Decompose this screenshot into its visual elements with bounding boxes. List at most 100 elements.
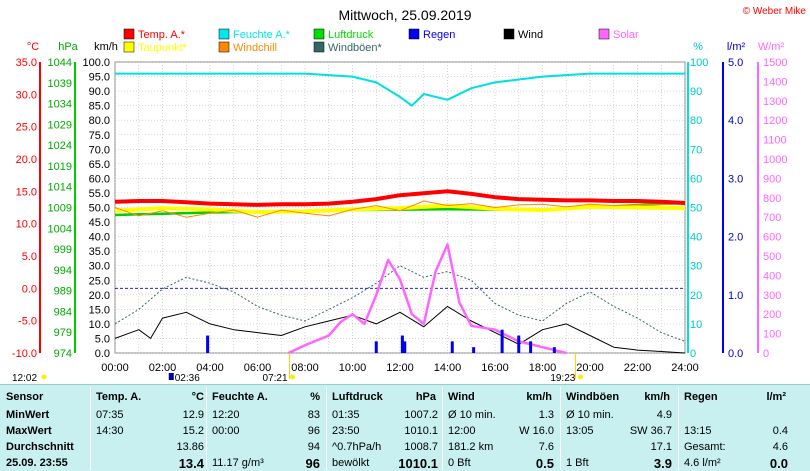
pressure-tick-label: 1009 xyxy=(48,203,72,215)
x-tick-label: 04:00 xyxy=(196,362,224,374)
wind-tick-label: 65.0 xyxy=(89,159,110,171)
rain-tick-label: 0.0 xyxy=(728,348,743,360)
rain-tick-label: 1.0 xyxy=(728,290,743,302)
rain-label: 13:15 xyxy=(684,425,712,437)
pressure-tick-label: 984 xyxy=(54,306,72,318)
series-line-feuchtea xyxy=(115,72,685,107)
table-header: Windböen xyxy=(566,391,620,403)
wind-tick-label: 60.0 xyxy=(89,173,110,185)
row-label: Durchschnitt xyxy=(6,441,74,453)
pressure-axis-label: hPa xyxy=(58,41,78,53)
wind-value: 7.6 xyxy=(538,441,554,453)
solar-tick-label: 500 xyxy=(763,251,781,263)
pressure-tick-label: 1034 xyxy=(48,99,72,111)
wind-tick-label: 45.0 xyxy=(89,217,110,229)
solar-tick-label: 1000 xyxy=(763,154,787,166)
temp-tick-label: 15.0 xyxy=(16,186,37,198)
wind-tick-label: 70.0 xyxy=(89,144,110,156)
rain-tick-label: 3.0 xyxy=(728,173,743,185)
wind-value: W 16.0 xyxy=(519,425,554,437)
temp-time: 07:35 xyxy=(96,409,124,421)
humidity-tick-label: 90 xyxy=(690,86,702,98)
rain-tick-label: 5.0 xyxy=(728,57,743,69)
pressure-value: 1008.7 xyxy=(404,441,438,453)
wind-value: 1.3 xyxy=(538,409,554,421)
solar-tick-label: 1100 xyxy=(763,135,787,147)
legend-swatch xyxy=(123,28,135,40)
x-tick-label: 00:00 xyxy=(101,362,129,374)
legend-label: Luftdruck xyxy=(328,29,374,41)
temp-value: 13.86 xyxy=(176,441,204,453)
pressure-value: 1010.1 xyxy=(398,456,438,471)
wind-tick-label: 25.0 xyxy=(89,275,110,287)
column-separator xyxy=(678,387,679,470)
humidity-tick-label: 40 xyxy=(690,232,702,244)
column-separator xyxy=(206,387,207,470)
gust-label: 13:05 xyxy=(566,425,594,437)
solar-tick-label: 200 xyxy=(763,309,781,321)
legend-label: Regen xyxy=(423,29,455,41)
temp-tick-label: 30.0 xyxy=(16,89,37,101)
rain-bar xyxy=(374,341,378,353)
pressure-tick-label: 1029 xyxy=(48,119,72,131)
rain-tick-label: 2.0 xyxy=(728,232,743,244)
legend-label: Taupunkt* xyxy=(138,42,188,54)
series-line-taupunkt xyxy=(114,203,686,214)
wind-tick-label: 85.0 xyxy=(89,101,110,113)
pressure-time: 01:35 xyxy=(332,409,360,421)
wind-tick-label: 15.0 xyxy=(89,304,110,316)
solar-tick-label: 1200 xyxy=(763,115,787,127)
sun-icon xyxy=(577,374,583,380)
wind-label: Ø 10 min. xyxy=(448,409,496,421)
x-tick-label: 02:00 xyxy=(149,362,177,374)
humidity-tick-label: 30 xyxy=(690,261,702,273)
legend-swatch xyxy=(218,28,230,40)
legend-label: Solar xyxy=(613,29,639,41)
temp-value: 15.2 xyxy=(182,425,204,437)
copyright: © Weber Mike xyxy=(743,6,807,17)
column-separator xyxy=(90,387,91,470)
wind-tick-label: 20.0 xyxy=(89,290,110,302)
table-header: °C xyxy=(191,391,204,403)
temp-tick-label: 35.0 xyxy=(16,57,37,69)
rain-axis-label: l/m² xyxy=(727,41,746,53)
rain-bar xyxy=(517,335,521,353)
x-tick-label: 24:00 xyxy=(671,362,699,374)
pressure-tick-label: 974 xyxy=(54,348,72,360)
wind-tick-label: 30.0 xyxy=(89,261,110,273)
x-tick-label: 18:00 xyxy=(529,362,557,374)
table-header: l/m² xyxy=(766,391,786,403)
solar-tick-label: 100 xyxy=(763,329,781,341)
temp-tick-label: 10.0 xyxy=(16,219,37,231)
legend-swatch xyxy=(123,41,135,53)
wind-label: 12:00 xyxy=(448,425,476,437)
humidity-tick-label: 80 xyxy=(690,115,702,127)
x-tick-label: 08:00 xyxy=(291,362,319,374)
wind-tick-label: 0.0 xyxy=(95,348,110,360)
solar-tick-label: 400 xyxy=(763,270,781,282)
humidity-tick-label: 50 xyxy=(690,203,702,215)
humidity-tick-label: 20 xyxy=(690,290,702,302)
humidity-time: 00:00 xyxy=(212,425,240,437)
temp-tick-label: -10.0 xyxy=(12,348,37,360)
legend-swatch xyxy=(218,41,230,53)
rain-bar xyxy=(472,347,476,353)
series-line-solar xyxy=(287,243,567,355)
series-line-wind xyxy=(114,305,686,354)
wind-tick-label: 35.0 xyxy=(89,246,110,258)
gust-label: 1 Bft xyxy=(566,457,589,469)
temp-tick-label: 25.0 xyxy=(16,122,37,134)
temp-tick-label: -5.0 xyxy=(18,316,37,328)
rain-bar xyxy=(552,347,556,353)
gust-value: 3.9 xyxy=(653,456,672,471)
legend-label: Feuchte A.* xyxy=(233,29,291,41)
table-header: Feuchte A. xyxy=(212,391,268,403)
wind-tick-label: 80.0 xyxy=(89,115,110,127)
table-header: % xyxy=(310,391,320,403)
wind-axis-label: km/h xyxy=(94,41,118,53)
humidity-value: 83 xyxy=(307,409,320,421)
humidity-value: 96 xyxy=(305,456,320,471)
x-tick-label: 10:00 xyxy=(339,362,367,374)
temp-value: 12.9 xyxy=(182,409,204,421)
table-header: Sensor xyxy=(6,391,44,403)
